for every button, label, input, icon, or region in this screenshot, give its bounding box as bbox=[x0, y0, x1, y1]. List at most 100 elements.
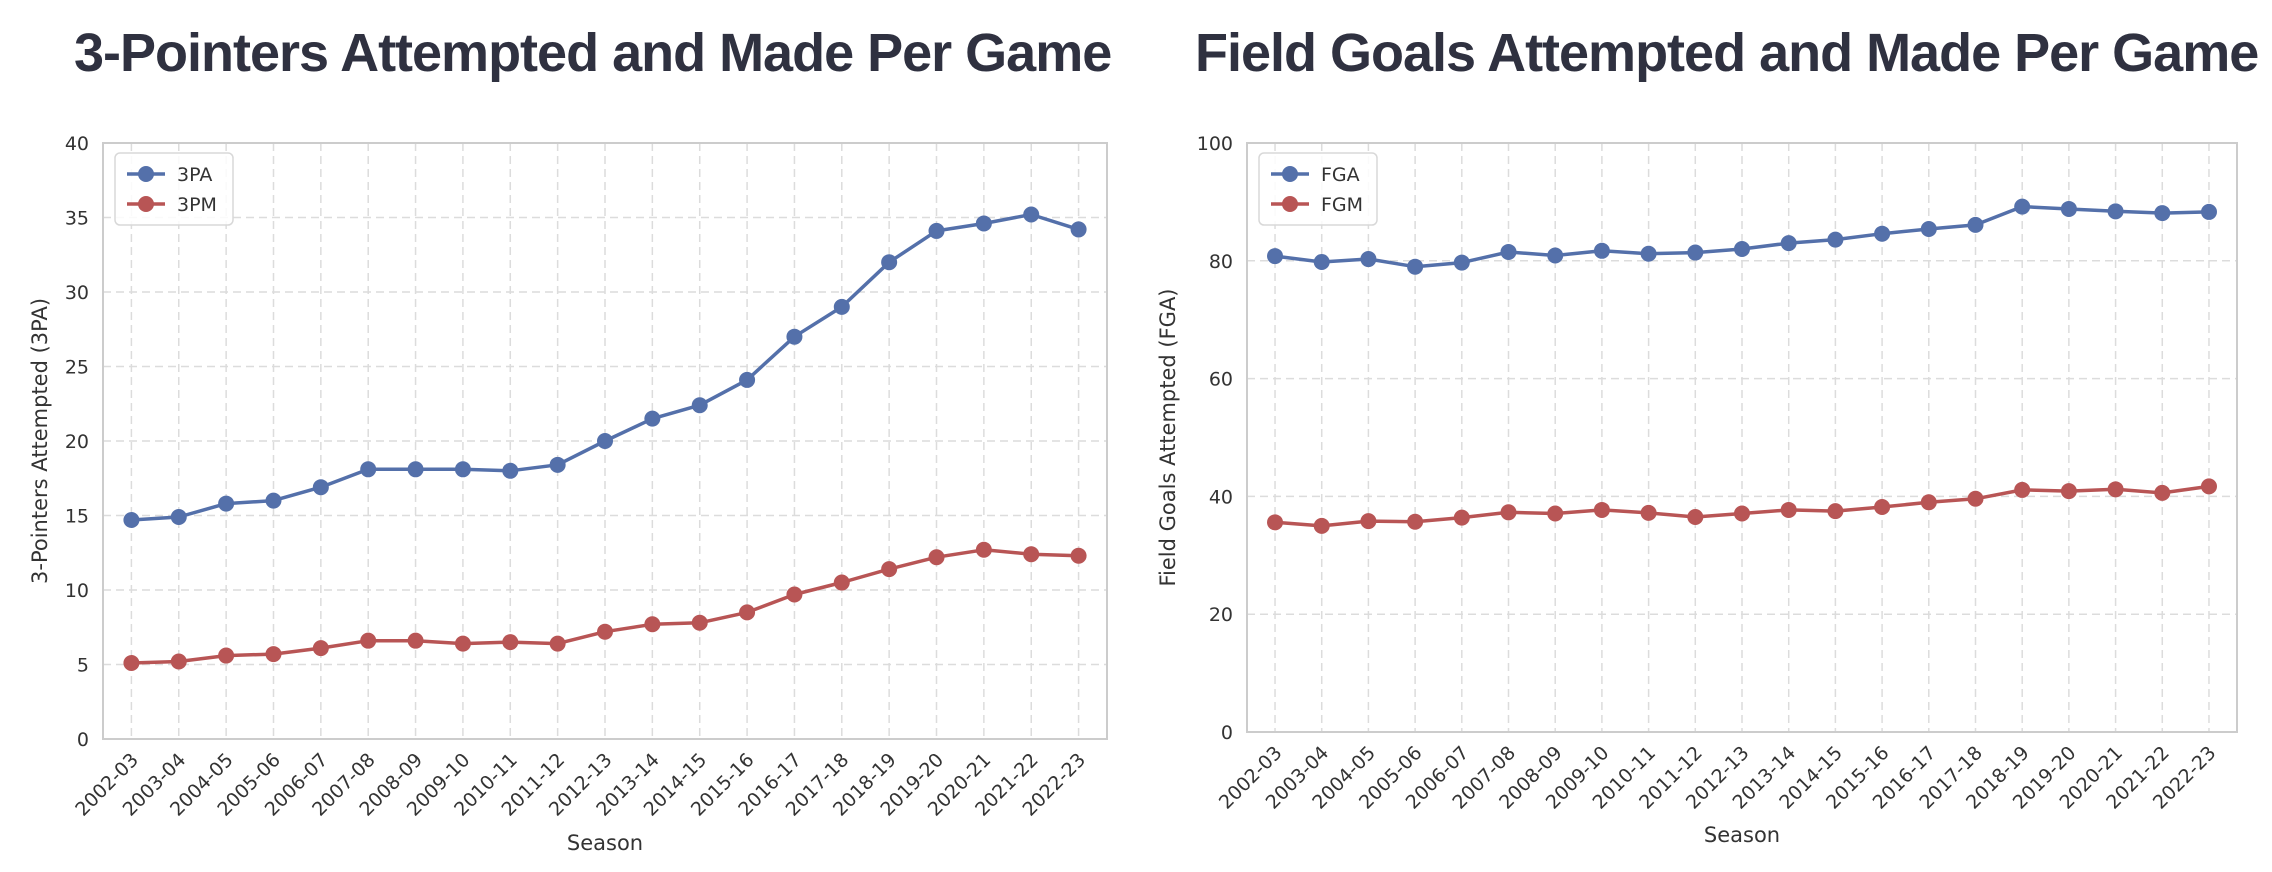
data-point-fga bbox=[1640, 245, 1657, 262]
y-tick-labels-fg: 0 20 40 60 80 100 bbox=[1197, 133, 1233, 744]
data-point-fga bbox=[1920, 220, 1937, 237]
data-point-3pa bbox=[549, 456, 566, 473]
data-point-3pa bbox=[123, 511, 140, 528]
data-point-3pm bbox=[1023, 546, 1040, 563]
data-point-3pa bbox=[1070, 221, 1087, 238]
data-point-3pa bbox=[502, 462, 519, 479]
y-tick-label: 10 bbox=[65, 580, 89, 602]
data-point-3pm bbox=[928, 549, 945, 566]
plot-frame-fg bbox=[1246, 142, 2238, 733]
data-point-fga bbox=[2014, 198, 2031, 215]
plot-frame-3pt bbox=[102, 142, 1108, 740]
legend-swatch-marker-fgm bbox=[1282, 196, 1298, 212]
data-point-fga bbox=[1453, 254, 1470, 271]
data-point-3pa bbox=[312, 479, 329, 496]
y-tick-label: 100 bbox=[1197, 133, 1233, 155]
data-point-fgm bbox=[1407, 513, 1424, 530]
data-point-3pm bbox=[312, 640, 329, 657]
data-point-3pm bbox=[881, 561, 898, 578]
data-point-fgm bbox=[1734, 505, 1750, 522]
data-point-fga bbox=[1780, 235, 1797, 252]
data-point-3pm bbox=[786, 586, 803, 603]
data-point-fga bbox=[1500, 243, 1517, 260]
y-tick-label: 15 bbox=[65, 506, 89, 528]
data-point-fgm bbox=[1313, 517, 1330, 534]
data-point-fga bbox=[1360, 251, 1377, 268]
data-point-fga bbox=[1407, 258, 1424, 275]
data-point-3pa bbox=[644, 410, 661, 427]
y-tick-label: 40 bbox=[1209, 486, 1233, 508]
data-point-3pm bbox=[549, 635, 566, 652]
data-point-fga bbox=[1874, 225, 1891, 242]
data-point-fgm bbox=[1827, 503, 1844, 520]
y-tick-label: 30 bbox=[65, 282, 89, 304]
legend-label-fga: FGA bbox=[1321, 164, 1360, 186]
data-point-fga bbox=[1593, 242, 1610, 259]
x-axis-label-3pt: Season bbox=[567, 831, 643, 855]
grid-lines-fg bbox=[1247, 142, 2237, 733]
data-point-3pa bbox=[170, 508, 187, 525]
data-point-fgm bbox=[1687, 509, 1704, 526]
data-point-3pa bbox=[597, 433, 613, 449]
data-point-3pm bbox=[123, 655, 140, 672]
data-point-3pm bbox=[975, 541, 992, 558]
y-tick-label: 40 bbox=[65, 133, 89, 155]
data-point-3pa bbox=[928, 222, 945, 239]
series-fga bbox=[1267, 198, 2217, 275]
data-point-3pa bbox=[691, 397, 708, 414]
data-point-3pm bbox=[454, 635, 471, 652]
y-tick-label: 25 bbox=[65, 357, 89, 379]
data-point-3pa bbox=[786, 328, 803, 345]
data-point-3pm bbox=[265, 646, 282, 663]
data-point-fgm bbox=[1593, 501, 1610, 518]
data-point-fga bbox=[2154, 205, 2171, 222]
y-axis-label-3pt: 3-Pointers Attempted (3PA) bbox=[28, 298, 52, 584]
data-point-3pa bbox=[360, 461, 377, 478]
data-point-3pm bbox=[597, 623, 613, 640]
data-point-3pa bbox=[881, 254, 898, 271]
data-point-3pm bbox=[1070, 547, 1087, 564]
data-point-3pa bbox=[454, 461, 471, 478]
data-point-3pm bbox=[644, 616, 661, 633]
data-point-fgm bbox=[2107, 481, 2124, 498]
data-point-3pm bbox=[218, 647, 235, 664]
data-point-fga bbox=[2107, 203, 2124, 220]
x-axis-label-fg: Season bbox=[1704, 823, 1780, 847]
data-point-3pa bbox=[833, 298, 850, 315]
series-3pa bbox=[123, 206, 1087, 528]
data-point-3pm bbox=[691, 614, 708, 631]
y-tick-label: 80 bbox=[1209, 251, 1233, 273]
y-tick-label: 20 bbox=[65, 431, 89, 453]
data-point-3pm bbox=[502, 634, 519, 651]
data-point-fgm bbox=[2200, 478, 2217, 495]
data-point-3pa bbox=[975, 215, 992, 232]
data-point-fga bbox=[2200, 203, 2217, 220]
y-tick-label: 60 bbox=[1209, 369, 1233, 391]
data-point-3pm bbox=[739, 604, 756, 621]
legend-label-3pm: 3PM bbox=[177, 194, 217, 216]
data-point-3pa bbox=[1023, 206, 1040, 223]
data-point-fga bbox=[1734, 241, 1750, 258]
x-tick-labels-fg: 2002-032003-042004-052005-062006-072007-… bbox=[1215, 742, 2221, 814]
y-tick-label: 20 bbox=[1209, 604, 1233, 626]
data-point-fgm bbox=[1640, 504, 1657, 521]
data-point-fga bbox=[2060, 200, 2077, 217]
y-tick-label: 5 bbox=[77, 655, 89, 677]
data-point-fgm bbox=[2154, 484, 2171, 501]
data-point-3pa bbox=[739, 371, 756, 388]
data-point-fga bbox=[1827, 231, 1844, 248]
data-point-fgm bbox=[1500, 504, 1517, 521]
data-point-fgm bbox=[1360, 513, 1377, 530]
y-tick-labels-3pt: 0 5 10 15 20 25 30 35 40 bbox=[65, 133, 89, 751]
data-point-fga bbox=[1967, 216, 1984, 233]
data-point-3pa bbox=[218, 495, 235, 512]
chart-title-fg: Field Goals Attempted and Made Per Game bbox=[1195, 23, 2259, 83]
y-tick-label: 0 bbox=[77, 729, 89, 751]
chart-title-3pt: 3-Pointers Attempted and Made Per Game bbox=[74, 23, 1112, 83]
data-point-fgm bbox=[1920, 494, 1937, 511]
data-point-fga bbox=[1547, 247, 1564, 264]
y-tick-label: 35 bbox=[65, 208, 89, 230]
